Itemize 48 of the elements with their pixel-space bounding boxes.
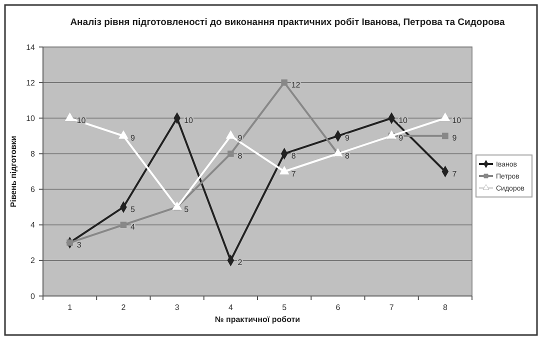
data-label: 9 (398, 134, 404, 143)
data-label: 10 (452, 116, 462, 125)
y-axis-title: Рівень підготовки (9, 136, 18, 208)
y-tick-label: 4 (30, 220, 36, 230)
y-tick-label: 12 (26, 78, 36, 88)
data-label: 10 (398, 116, 408, 125)
data-label: 10 (76, 116, 86, 125)
y-tick-label: 8 (30, 150, 36, 159)
data-label: 12 (291, 80, 301, 90)
point (440, 113, 450, 121)
data-label: 7 (452, 169, 458, 178)
point (228, 150, 234, 157)
data-label: 9 (238, 134, 243, 143)
data-label: 5 (130, 204, 136, 214)
point (65, 113, 74, 121)
data-label: 4 (130, 222, 136, 232)
x-tick-label: 8 (442, 303, 448, 312)
data-label: 7 (291, 169, 296, 178)
point (226, 130, 236, 139)
point (281, 79, 288, 86)
data-label: 8 (291, 152, 296, 161)
x-axis-title: № практичної роботи (214, 315, 300, 324)
y-tick-label: 0 (30, 292, 36, 301)
x-tick-label: 1 (68, 303, 73, 312)
x-tick-label: 4 (228, 303, 234, 312)
point (120, 222, 127, 228)
x-tick-label: 7 (389, 303, 394, 312)
x-tick-label: 2 (121, 303, 126, 312)
data-label: 8 (238, 152, 243, 161)
x-tick-label: 6 (336, 303, 341, 312)
point (118, 130, 128, 139)
y-tick-label: 6 (30, 185, 36, 194)
point (442, 132, 448, 140)
y-tick-label: 14 (26, 42, 36, 52)
data-label: 5 (184, 204, 190, 214)
x-tick-label: 5 (282, 303, 288, 312)
data-label: 3 (76, 240, 82, 250)
data-label: 9 (130, 134, 136, 143)
data-label: 8 (344, 152, 350, 161)
chart-title: Аналіз рівня підготовленості до виконання практичних робіт Іванова, Петрова та Сидорова (70, 17, 506, 28)
point (280, 166, 289, 174)
y-tick-label: 2 (30, 256, 36, 266)
data-label: 2 (238, 258, 243, 268)
data-label: 9 (344, 134, 350, 143)
y-tick-label: 10 (26, 114, 36, 123)
x-tick-label: 3 (174, 303, 180, 312)
data-label: 9 (452, 134, 458, 143)
data-label: 10 (184, 116, 194, 125)
